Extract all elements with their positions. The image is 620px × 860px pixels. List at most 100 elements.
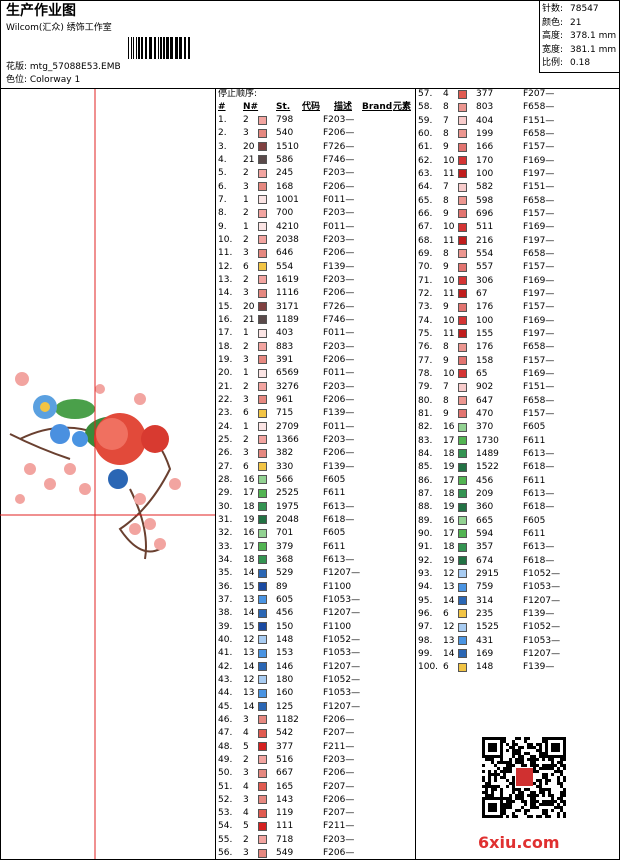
stitches: 170 — [476, 155, 494, 166]
needle: 4 — [243, 728, 249, 739]
qr-module — [527, 758, 530, 761]
code: F203— — [323, 115, 355, 125]
qr-module — [485, 788, 488, 791]
needle: 2 — [243, 115, 249, 125]
stat-value: 0.18 — [570, 58, 591, 68]
color-swatch — [458, 582, 467, 592]
color-swatch — [458, 102, 467, 112]
qr-module — [563, 788, 566, 791]
code: F618— — [523, 555, 555, 566]
qr-module — [536, 764, 539, 767]
qr-module — [482, 743, 485, 746]
needle: 8 — [443, 102, 449, 113]
qr-module — [509, 767, 512, 770]
code: F613— — [523, 448, 555, 459]
qr-module — [509, 797, 512, 800]
qr-module — [527, 746, 530, 749]
code: F139— — [323, 408, 355, 419]
row-number: 73. — [418, 302, 433, 313]
qr-module — [542, 788, 545, 791]
color-swatch — [258, 502, 267, 512]
color-swatch — [258, 182, 267, 192]
stitches: 696 — [476, 208, 494, 219]
row-number: 61. — [418, 142, 433, 153]
needle: 7 — [443, 182, 449, 193]
qr-module — [560, 794, 563, 797]
stitches: 586 — [276, 154, 294, 165]
qr-module — [518, 752, 521, 755]
qr-module — [548, 764, 551, 767]
qr-module — [533, 758, 536, 761]
color-swatch — [458, 156, 467, 166]
stitches: 235 — [476, 608, 494, 619]
qr-module — [518, 746, 521, 749]
row-number: 35. — [218, 568, 233, 579]
needle: 17 — [443, 475, 455, 486]
qr-module — [482, 740, 485, 743]
code: F203— — [323, 834, 355, 845]
stitches: 199 — [476, 128, 494, 139]
stat-value: 78547 — [570, 4, 599, 14]
row-number: 20. — [218, 368, 233, 379]
qr-module — [551, 773, 554, 776]
qr-module — [482, 785, 485, 788]
code: F611 — [523, 435, 546, 446]
row-number: 7. — [218, 194, 227, 205]
code: F157— — [523, 302, 555, 313]
stitches: 89 — [276, 581, 288, 592]
color-swatch — [258, 582, 267, 592]
row-number: 83. — [418, 435, 433, 446]
qr-module — [491, 755, 494, 758]
stitches: 516 — [276, 754, 294, 765]
qr-module — [542, 812, 545, 815]
code: F211— — [323, 741, 355, 752]
color-swatch — [258, 128, 267, 138]
qr-module — [563, 740, 566, 743]
stitches: 165 — [276, 781, 294, 792]
column-header: Brand — [362, 102, 393, 112]
stitches: 470 — [476, 408, 494, 419]
qr-module — [506, 743, 509, 746]
qr-module — [500, 770, 503, 773]
stitches: 883 — [276, 341, 294, 352]
qr-module — [560, 806, 563, 809]
qr-module — [557, 812, 560, 815]
color-swatch — [458, 436, 467, 446]
row-number: 12. — [218, 261, 233, 272]
qr-module — [530, 743, 533, 746]
code: F203— — [323, 341, 355, 352]
qr-module — [512, 815, 515, 818]
qr-module — [554, 737, 557, 740]
qr-module — [491, 803, 494, 806]
barcode-bar — [141, 37, 143, 59]
qr-module — [527, 743, 530, 746]
qr-module — [542, 800, 545, 803]
qr-module — [551, 737, 554, 740]
subtitle: Wilcom(汇众) 绣饰工作室 — [6, 23, 112, 33]
qr-module — [497, 785, 500, 788]
stitches: 370 — [476, 422, 494, 433]
barcode-bar — [136, 37, 137, 59]
barcode-bar — [158, 37, 159, 59]
code: F726— — [323, 141, 355, 152]
needle: 21 — [243, 314, 255, 325]
qr-module — [494, 755, 497, 758]
qr-module — [533, 797, 536, 800]
code: F1207— — [323, 608, 361, 619]
stitches: 1525 — [476, 622, 499, 633]
qr-module — [500, 800, 503, 803]
code: F1100 — [323, 581, 352, 592]
qr-module — [530, 761, 533, 764]
qr-module — [536, 815, 539, 818]
qr-module — [509, 803, 512, 806]
needle: 4 — [443, 89, 449, 99]
color-swatch — [258, 435, 267, 445]
qr-module — [500, 788, 503, 791]
qr-module — [533, 764, 536, 767]
color-swatch — [258, 808, 267, 818]
needle: 2 — [243, 274, 249, 285]
needle: 12 — [243, 634, 255, 645]
qr-module — [518, 788, 521, 791]
color-swatch — [458, 329, 467, 339]
qr-module — [482, 776, 485, 779]
